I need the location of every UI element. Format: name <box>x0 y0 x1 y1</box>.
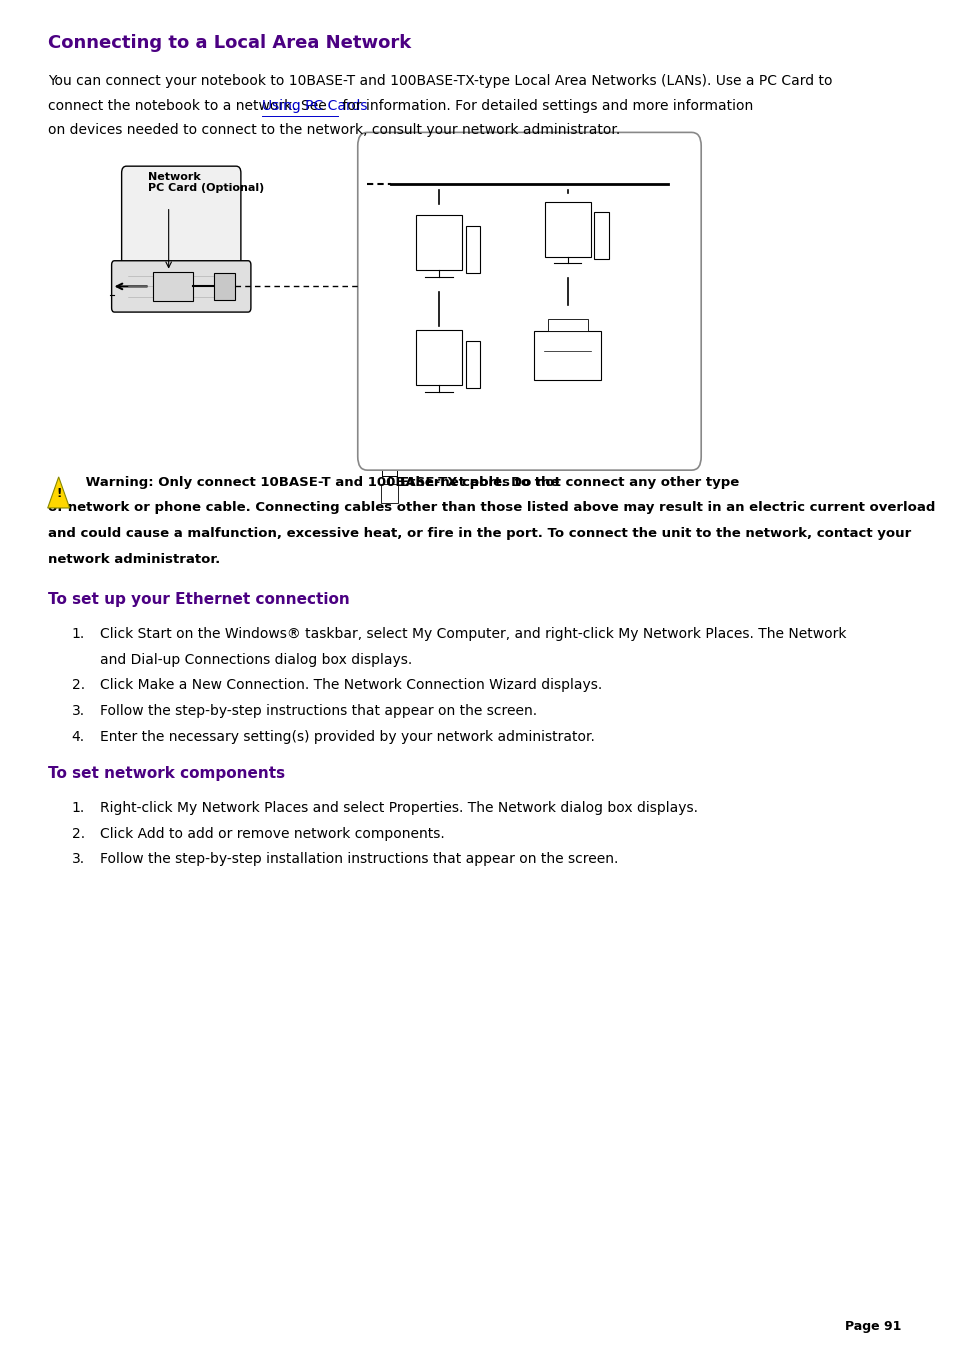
FancyBboxPatch shape <box>357 132 700 470</box>
Text: and could cause a malfunction, excessive heat, or fire in the port. To connect t: and could cause a malfunction, excessive… <box>48 527 910 540</box>
Bar <box>152 272 193 301</box>
Text: To set up your Ethernet connection: To set up your Ethernet connection <box>48 592 349 607</box>
Text: for information. For detailed settings and more information: for information. For detailed settings a… <box>338 99 753 112</box>
Text: Using PC Cards: Using PC Cards <box>261 99 367 112</box>
Text: 2.: 2. <box>71 827 85 840</box>
Text: 3.: 3. <box>71 704 85 717</box>
FancyBboxPatch shape <box>122 166 240 308</box>
Bar <box>465 226 479 273</box>
Text: Ethernet port. Do not connect any other type: Ethernet port. Do not connect any other … <box>399 476 739 489</box>
Bar <box>544 201 590 257</box>
Text: 1.: 1. <box>71 801 85 815</box>
Bar <box>594 212 608 259</box>
Bar <box>213 273 234 300</box>
Bar <box>380 484 397 503</box>
Text: You can connect your notebook to 10BASE-T and 100BASE-TX-type Local Area Network: You can connect your notebook to 10BASE-… <box>48 74 831 88</box>
Text: Right-click My Network Places and select Properties. The Network dialog box disp: Right-click My Network Places and select… <box>100 801 698 815</box>
Text: 1.: 1. <box>71 627 85 640</box>
Bar <box>547 319 587 331</box>
Text: Click Start on the Windows® taskbar, select My Computer, and right-click My Netw: Click Start on the Windows® taskbar, sel… <box>100 627 845 640</box>
Text: on devices needed to connect to the network, consult your network administrator.: on devices needed to connect to the netw… <box>48 123 619 136</box>
Text: Page 91: Page 91 <box>844 1320 901 1333</box>
Bar <box>416 215 461 270</box>
Text: 2.: 2. <box>71 678 85 692</box>
Text: 3.: 3. <box>71 852 85 866</box>
Text: and Dial-up Connections dialog box displays.: and Dial-up Connections dialog box displ… <box>100 653 412 666</box>
Text: Follow the step-by-step installation instructions that appear on the screen.: Follow the step-by-step installation ins… <box>100 852 618 866</box>
Bar <box>465 340 479 388</box>
Text: Click Make a New Connection. The Network Connection Wizard displays.: Click Make a New Connection. The Network… <box>100 678 601 692</box>
Bar <box>534 331 600 380</box>
Text: !: ! <box>56 488 61 500</box>
Text: 4.: 4. <box>71 730 85 743</box>
Text: of network or phone cable. Connecting cables other than those listed above may r: of network or phone cable. Connecting ca… <box>48 501 934 515</box>
Text: network administrator.: network administrator. <box>48 553 220 566</box>
Text: Click Add to add or remove network components.: Click Add to add or remove network compo… <box>100 827 444 840</box>
Text: Connecting to a Local Area Network: Connecting to a Local Area Network <box>48 34 411 51</box>
Text: Network
PC Card (Optional): Network PC Card (Optional) <box>148 172 264 193</box>
Bar <box>416 330 461 385</box>
FancyBboxPatch shape <box>112 261 251 312</box>
Text: Follow the step-by-step instructions that appear on the screen.: Follow the step-by-step instructions tha… <box>100 704 537 717</box>
Polygon shape <box>48 477 70 508</box>
Text: To set network components: To set network components <box>48 766 285 781</box>
Text: Enter the necessary setting(s) provided by your network administrator.: Enter the necessary setting(s) provided … <box>100 730 595 743</box>
Text: connect the notebook to a network. See: connect the notebook to a network. See <box>48 99 331 112</box>
Text: Warning: Only connect 10BASE-T and 100BASE-TX cables to the: Warning: Only connect 10BASE-T and 100BA… <box>81 476 563 489</box>
